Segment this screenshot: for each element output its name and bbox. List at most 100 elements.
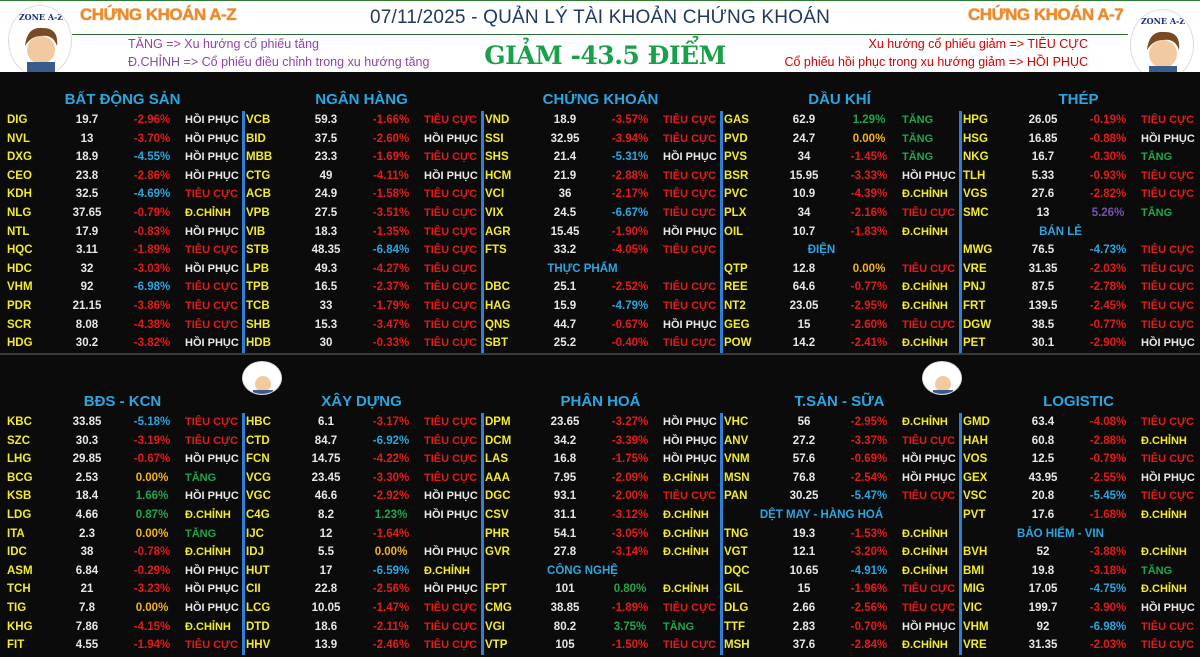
stock-row[interactable]: TCH 21 -3.23% HỒI PHỤC <box>7 580 242 599</box>
stock-row[interactable]: DPM 23.65 -3.27% HỒI PHỤC <box>485 413 720 432</box>
stock-row[interactable]: SMC 13 5.26% TĂNG <box>963 204 1198 223</box>
stock-row[interactable]: ANV 27.2 -3.37% TIÊU CỰC <box>724 432 959 451</box>
stock-row[interactable]: PVD 24.7 0.00% TĂNG <box>724 130 959 149</box>
stock-row[interactable]: FIT 4.55 -1.94% TIÊU CỰC <box>7 636 242 655</box>
stock-row[interactable]: CTD 84.7 -6.92% TIÊU CỰC <box>246 432 481 451</box>
stock-row[interactable]: PDR 21.15 -3.86% TIÊU CỰC <box>7 297 242 316</box>
stock-row[interactable]: PAN 30.25 -5.47% TIÊU CỰC <box>724 487 959 506</box>
stock-row[interactable]: HHV 13.9 -2.46% TIÊU CỰC <box>246 636 481 655</box>
stock-row[interactable]: VPB 27.5 -3.51% TIÊU CỰC <box>246 204 481 223</box>
stock-row[interactable]: QTP 12.8 0.00% TIÊU CỰC <box>724 260 959 279</box>
stock-row[interactable]: QNS 44.7 -0.67% HỒI PHỤC <box>485 316 720 335</box>
stock-row[interactable]: DIG 19.7 -2.96% HỒI PHỤC <box>7 111 242 130</box>
stock-row[interactable]: C4G 8.2 1.23% HỒI PHỤC <box>246 506 481 525</box>
stock-row[interactable]: SHB 15.3 -3.47% TIÊU CỰC <box>246 316 481 335</box>
stock-row[interactable]: GMD 63.4 -4.08% TIÊU CỰC <box>963 413 1198 432</box>
stock-row[interactable]: VIX 24.5 -6.67% TIÊU CỰC <box>485 204 720 223</box>
stock-row[interactable]: BMI 19.8 -3.18% TĂNG <box>963 562 1198 581</box>
stock-row[interactable]: DTD 18.6 -2.11% TIÊU CỰC <box>246 618 481 637</box>
stock-row[interactable]: DXG 18.9 -4.55% HỒI PHỤC <box>7 148 242 167</box>
stock-row[interactable]: SZC 30.3 -3.19% TIÊU CỰC <box>7 432 242 451</box>
stock-row[interactable]: VGS 27.6 -2.82% TIÊU CỰC <box>963 185 1198 204</box>
stock-row[interactable]: LAS 16.8 -1.75% HỒI PHỤC <box>485 450 720 469</box>
stock-row[interactable]: SCR 8.08 -4.38% TIÊU CỰC <box>7 316 242 335</box>
stock-row[interactable]: SHS 21.4 -5.31% HỒI PHỤC <box>485 148 720 167</box>
stock-row[interactable]: HBC 6.1 -3.17% TIÊU CỰC <box>246 413 481 432</box>
stock-row[interactable]: VIB 18.3 -1.35% TIÊU CỰC <box>246 223 481 242</box>
stock-row[interactable]: BCG 2.53 0.00% TĂNG <box>7 469 242 488</box>
stock-row[interactable]: VND 18.9 -3.57% TIÊU CỰC <box>485 111 720 130</box>
stock-row[interactable]: FTS 33.2 -4.05% TIÊU CỰC <box>485 241 720 260</box>
stock-row[interactable]: PHR 54.1 -3.05% Đ.CHỈNH <box>485 525 720 544</box>
stock-row[interactable]: PVT 17.6 -1.68% Đ.CHỈNH <box>963 506 1198 525</box>
stock-row[interactable]: CMG 38.85 -1.89% TIÊU CỰC <box>485 599 720 618</box>
stock-row[interactable]: DQC 10.65 -4.91% Đ.CHỈNH <box>724 562 959 581</box>
stock-row[interactable]: HPG 26.05 -0.19% TIÊU CỰC <box>963 111 1198 130</box>
stock-row[interactable]: BID 37.5 -2.60% HỒI PHỤC <box>246 130 481 149</box>
stock-row[interactable]: VCI 36 -2.17% TIÊU CỰC <box>485 185 720 204</box>
stock-row[interactable]: KHG 7.86 -4.15% Đ.CHỈNH <box>7 618 242 637</box>
stock-row[interactable]: MWG 76.5 -4.73% TIÊU CỰC <box>963 241 1198 260</box>
stock-row[interactable]: VNM 57.6 -0.69% HỒI PHỤC <box>724 450 959 469</box>
stock-row[interactable]: LHG 29.85 -0.67% HỒI PHỤC <box>7 450 242 469</box>
stock-row[interactable]: TIG 7.8 0.00% HỒI PHỤC <box>7 599 242 618</box>
stock-row[interactable]: TTF 2.83 -0.70% HỒI PHỤC <box>724 618 959 637</box>
stock-row[interactable]: FPT 101 0.80% Đ.CHỈNH <box>485 580 720 599</box>
stock-row[interactable]: GEG 15 -2.60% TIÊU CỰC <box>724 316 959 335</box>
stock-row[interactable]: FCN 14.75 -4.22% TIÊU CỰC <box>246 450 481 469</box>
stock-row[interactable]: VCG 23.45 -3.30% TIÊU CỰC <box>246 469 481 488</box>
stock-row[interactable]: VHM 92 -6.98% TIÊU CỰC <box>7 278 242 297</box>
stock-row[interactable]: BSR 15.95 -3.33% HỒI PHỤC <box>724 167 959 186</box>
stock-row[interactable]: FRT 139.5 -2.45% TIÊU CỰC <box>963 297 1198 316</box>
stock-row[interactable]: HAH 60.8 -2.88% Đ.CHỈNH <box>963 432 1198 451</box>
stock-row[interactable]: TCB 33 -1.79% TIÊU CỰC <box>246 297 481 316</box>
stock-row[interactable]: VOS 12.5 -0.79% TIÊU CỰC <box>963 450 1198 469</box>
stock-row[interactable]: VGC 46.6 -2.92% HỒI PHỤC <box>246 487 481 506</box>
stock-row[interactable]: DLG 2.66 -2.56% TIÊU CỰC <box>724 599 959 618</box>
stock-row[interactable]: IJC 12 -1.64% <box>246 525 481 544</box>
stock-row[interactable]: ASM 6.84 -0.29% HỒI PHỤC <box>7 562 242 581</box>
stock-row[interactable]: VGT 12.1 -3.20% Đ.CHỈNH <box>724 543 959 562</box>
stock-row[interactable]: HDB 30 -0.33% TIÊU CỰC <box>246 334 481 353</box>
stock-row[interactable]: MBB 23.3 -1.69% TIÊU CỰC <box>246 148 481 167</box>
stock-row[interactable]: VTP 105 -1.50% TIÊU CỰC <box>485 636 720 655</box>
stock-row[interactable]: BVH 52 -3.88% Đ.CHỈNH <box>963 543 1198 562</box>
stock-row[interactable]: HQC 3.11 -1.89% TIÊU CỰC <box>7 241 242 260</box>
stock-row[interactable]: STB 48.35 -6.84% TIÊU CỰC <box>246 241 481 260</box>
stock-row[interactable]: TPB 16.5 -2.37% TIÊU CỰC <box>246 278 481 297</box>
stock-row[interactable]: GVR 27.8 -3.14% Đ.CHỈNH <box>485 543 720 562</box>
stock-row[interactable]: REE 64.6 -0.77% Đ.CHỈNH <box>724 278 959 297</box>
stock-row[interactable]: VHC 56 -2.95% Đ.CHỈNH <box>724 413 959 432</box>
stock-row[interactable]: OIL 10.7 -1.83% Đ.CHỈNH <box>724 223 959 242</box>
stock-row[interactable]: AGR 15.45 -1.90% HỒI PHỤC <box>485 223 720 242</box>
stock-row[interactable]: GEX 43.95 -2.55% HỒI PHỤC <box>963 469 1198 488</box>
stock-row[interactable]: AAA 7.95 -2.09% Đ.CHỈNH <box>485 469 720 488</box>
stock-row[interactable]: LPB 49.3 -4.27% TIÊU CỰC <box>246 260 481 279</box>
stock-row[interactable]: SSI 32.95 -3.94% TIÊU CỰC <box>485 130 720 149</box>
stock-row[interactable]: HSG 16.85 -0.88% HỒI PHỤC <box>963 130 1198 149</box>
stock-row[interactable]: CSV 31.1 -3.12% Đ.CHỈNH <box>485 506 720 525</box>
stock-row[interactable]: VIC 199.7 -3.90% HỒI PHỤC <box>963 599 1198 618</box>
stock-row[interactable]: MSH 37.6 -2.84% Đ.CHỈNH <box>724 636 959 655</box>
stock-row[interactable]: CTG 49 -4.11% HỒI PHỤC <box>246 167 481 186</box>
stock-row[interactable]: NTL 17.9 -0.83% HỒI PHỤC <box>7 223 242 242</box>
stock-row[interactable]: HAG 15.9 -4.79% TIÊU CỰC <box>485 297 720 316</box>
stock-row[interactable]: SBT 25.2 -0.40% TIÊU CỰC <box>485 334 720 353</box>
stock-row[interactable]: CEO 23.8 -2.86% HỒI PHỤC <box>7 167 242 186</box>
stock-row[interactable]: VSC 20.8 -5.45% TIÊU CỰC <box>963 487 1198 506</box>
stock-row[interactable]: MSN 76.8 -2.54% HỒI PHỤC <box>724 469 959 488</box>
stock-row[interactable]: VRE 31.35 -2.03% TIÊU CỰC <box>963 260 1198 279</box>
stock-row[interactable]: IDJ 5.5 0.00% HỒI PHỤC <box>246 543 481 562</box>
stock-row[interactable]: HUT 17 -6.59% Đ.CHỈNH <box>246 562 481 581</box>
stock-row[interactable]: DBC 25.1 -2.52% TIÊU CỰC <box>485 278 720 297</box>
stock-row[interactable]: PLX 34 -2.16% TIÊU CỰC <box>724 204 959 223</box>
stock-row[interactable]: IDC 38 -0.78% Đ.CHỈNH <box>7 543 242 562</box>
stock-row[interactable]: POW 14.2 -2.41% Đ.CHỈNH <box>724 334 959 353</box>
stock-row[interactable]: TLH 5.33 -0.93% TIÊU CỰC <box>963 167 1198 186</box>
stock-row[interactable]: LCG 10.05 -1.47% TIÊU CỰC <box>246 599 481 618</box>
stock-row[interactable]: DGC 93.1 -2.00% TIÊU CỰC <box>485 487 720 506</box>
stock-row[interactable]: NLG 37.65 -0.79% Đ.CHỈNH <box>7 204 242 223</box>
stock-row[interactable]: KDH 32.5 -4.69% TIÊU CỰC <box>7 185 242 204</box>
stock-row[interactable]: KBC 33.85 -5.18% TIÊU CỰC <box>7 413 242 432</box>
stock-row[interactable]: HDC 32 -3.03% HỒI PHỤC <box>7 260 242 279</box>
